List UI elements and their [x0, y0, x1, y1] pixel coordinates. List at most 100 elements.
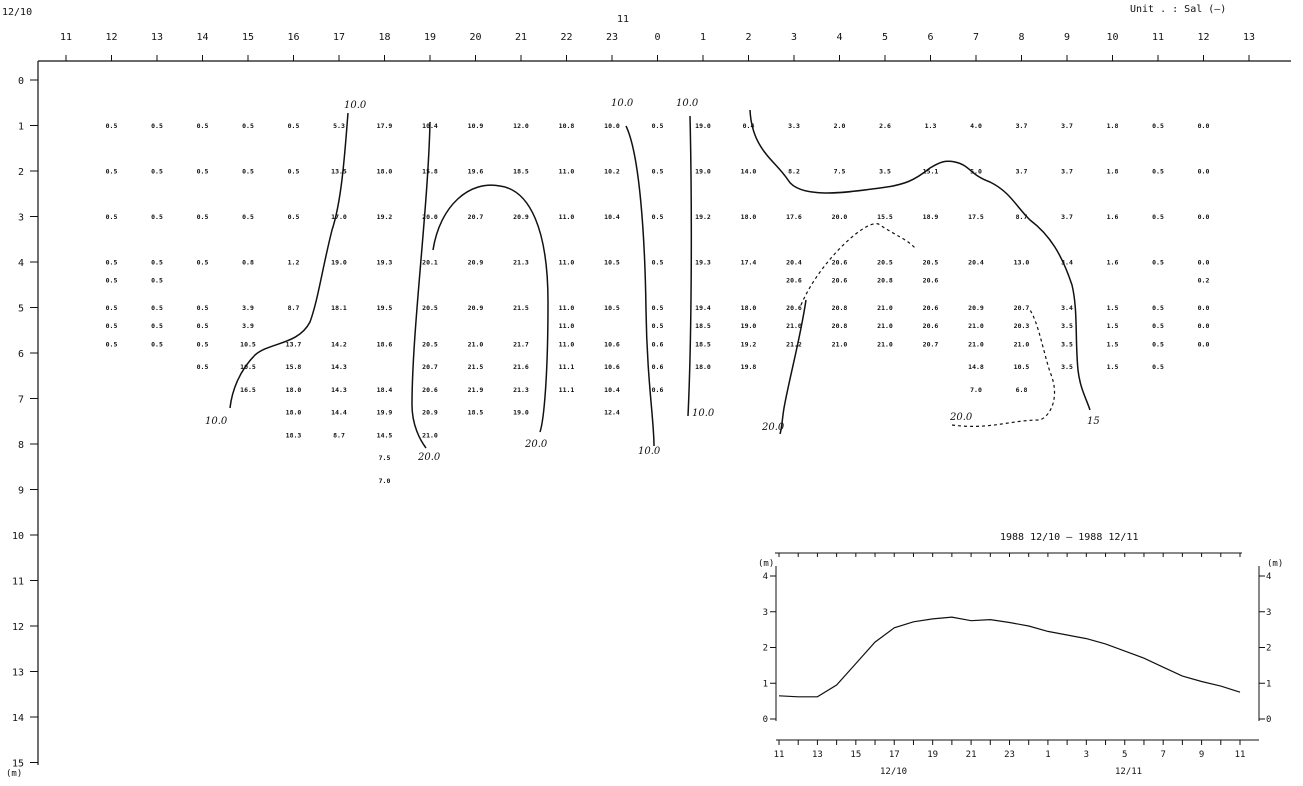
- salinity-value: 17.9: [377, 122, 393, 130]
- salinity-value: 0.5: [1152, 122, 1164, 130]
- value-grid: 0.5 0.5 0.5 0.5 0.5 0.5 0.5 0.5 0.5 0.5 0.5 0.5 0.5 0…: [106, 122, 1210, 485]
- salinity-value: 8.7: [1016, 213, 1028, 221]
- salinity-value: 20.3: [1014, 322, 1030, 330]
- salinity-value: 0.5: [652, 213, 664, 221]
- salinity-value: 18.9: [923, 213, 939, 221]
- inset-right-unit: (m): [1267, 559, 1283, 569]
- salinity-value: 0.5: [106, 340, 118, 348]
- isohaline-label: 20.0: [949, 412, 973, 423]
- isohaline-label: 20.0: [761, 422, 785, 433]
- salinity-value: 10.0: [604, 122, 620, 130]
- salinity-value: 0.5: [1152, 259, 1164, 267]
- salinity-value: 18.3: [286, 431, 302, 439]
- salinity-value: 20.6: [923, 277, 939, 285]
- isohaline-lines: [229, 109, 1091, 449]
- salinity-value: 21.0: [468, 340, 484, 348]
- salinity-value: 11.0: [559, 322, 575, 330]
- salinity-value: 14.3: [331, 363, 347, 371]
- salinity-value: 3.3: [788, 122, 800, 130]
- salinity-value: 18.0: [741, 304, 757, 312]
- salinity-value: 3.5: [1061, 363, 1073, 371]
- salinity-value: 18.5: [695, 340, 711, 348]
- isohaline-10-midnight-b: [687, 115, 693, 417]
- salinity-value: 20.8: [877, 277, 893, 285]
- hour-tick-label: 11: [1152, 32, 1164, 43]
- salinity-value: 18.4: [377, 386, 393, 394]
- salinity-value: 19.3: [377, 259, 393, 267]
- isohaline-label: 10.0: [611, 98, 634, 109]
- salinity-value: 3.7: [1016, 122, 1028, 130]
- salinity-value: 0.5: [197, 322, 209, 330]
- salinity-value: 0.5: [1152, 340, 1164, 348]
- salinity-value: 21.5: [468, 363, 484, 371]
- depth-tick-label: 8: [18, 440, 24, 451]
- salinity-value: 1.6: [1107, 259, 1119, 267]
- salinity-value: 0.2: [1198, 277, 1210, 285]
- salinity-value: 1.5: [1107, 340, 1119, 348]
- isohaline-20-south: [779, 299, 807, 435]
- salinity-value: 3.7: [1061, 213, 1073, 221]
- hour-tick-label: 14: [196, 32, 208, 43]
- salinity-value: 20.6: [786, 304, 802, 312]
- salinity-value: 21.7: [513, 340, 529, 348]
- inset-xtick-label: 7: [1160, 750, 1165, 760]
- salinity-value: 6.8: [1016, 386, 1028, 394]
- inset-date-label: 12/10: [880, 767, 907, 777]
- inset-xtick-label: 23: [1004, 750, 1015, 760]
- salinity-value: 20.7: [422, 363, 438, 371]
- salinity-value: 17.6: [786, 213, 802, 221]
- salinity-value: 19.2: [695, 213, 711, 221]
- salinity-value: 8.7: [288, 304, 300, 312]
- salinity-value: 21.0: [877, 340, 893, 348]
- salinity-value: 0.5: [151, 259, 163, 267]
- salinity-value: 10.4: [604, 386, 620, 394]
- inset-ytick-right: 1: [1266, 679, 1271, 689]
- salinity-value: 12.0: [513, 122, 529, 130]
- hour-tick-label: 2: [745, 32, 751, 43]
- hour-tick-label: 13: [151, 32, 163, 43]
- salinity-value: 18.6: [377, 340, 393, 348]
- salinity-value: 20.9: [968, 304, 984, 312]
- salinity-value: 2.6: [879, 122, 891, 130]
- salinity-value: 3.7: [1061, 168, 1073, 176]
- salinity-value: 11.0: [559, 340, 575, 348]
- salinity-value: 20.6: [923, 304, 939, 312]
- hour-tick-label: 23: [606, 32, 618, 43]
- salinity-value: 17.0: [331, 213, 347, 221]
- salinity-value: 19.2: [741, 340, 757, 348]
- salinity-value: 18.5: [468, 409, 484, 417]
- isohaline-10-midnight-a: [625, 125, 655, 447]
- inset-xtick-label: 21: [966, 750, 977, 760]
- salinity-value: 0.0: [1198, 340, 1210, 348]
- salinity-value: 3.9: [242, 304, 254, 312]
- isohaline-10-west: [229, 112, 349, 409]
- salinity-value: 1.5: [1107, 304, 1119, 312]
- salinity-value: 21.2: [786, 340, 802, 348]
- salinity-value: 16.5: [240, 386, 256, 394]
- salinity-value: 12.4: [604, 409, 620, 417]
- salinity-value: 20.7: [1014, 304, 1030, 312]
- salinity-value: 1.3: [925, 122, 937, 130]
- salinity-value: 8.2: [788, 168, 800, 176]
- salinity-value: 19.6: [468, 168, 484, 176]
- salinity-value: 1.8: [1107, 168, 1119, 176]
- salinity-value: 0.5: [242, 168, 254, 176]
- depth-tick-label: 0: [18, 76, 24, 87]
- salinity-value: 10.5: [240, 363, 256, 371]
- salinity-value: 0.5: [106, 277, 118, 285]
- salinity-value: 21.0: [877, 322, 893, 330]
- salinity-value: 0.6: [652, 340, 664, 348]
- salinity-value: 0.5: [197, 122, 209, 130]
- salinity-value: 21.5: [513, 304, 529, 312]
- salinity-value: 0.5: [106, 213, 118, 221]
- salinity-value: 14.5: [377, 431, 393, 439]
- salinity-value: 20.0: [832, 213, 848, 221]
- hour-tick-label: 21: [515, 32, 527, 43]
- salinity-value: 0.5: [1152, 363, 1164, 371]
- isohaline-label: 10.0: [638, 446, 661, 457]
- hour-tick-label: 19: [424, 32, 436, 43]
- salinity-value: 11.0: [559, 304, 575, 312]
- depth-tick-label: 10: [12, 531, 24, 542]
